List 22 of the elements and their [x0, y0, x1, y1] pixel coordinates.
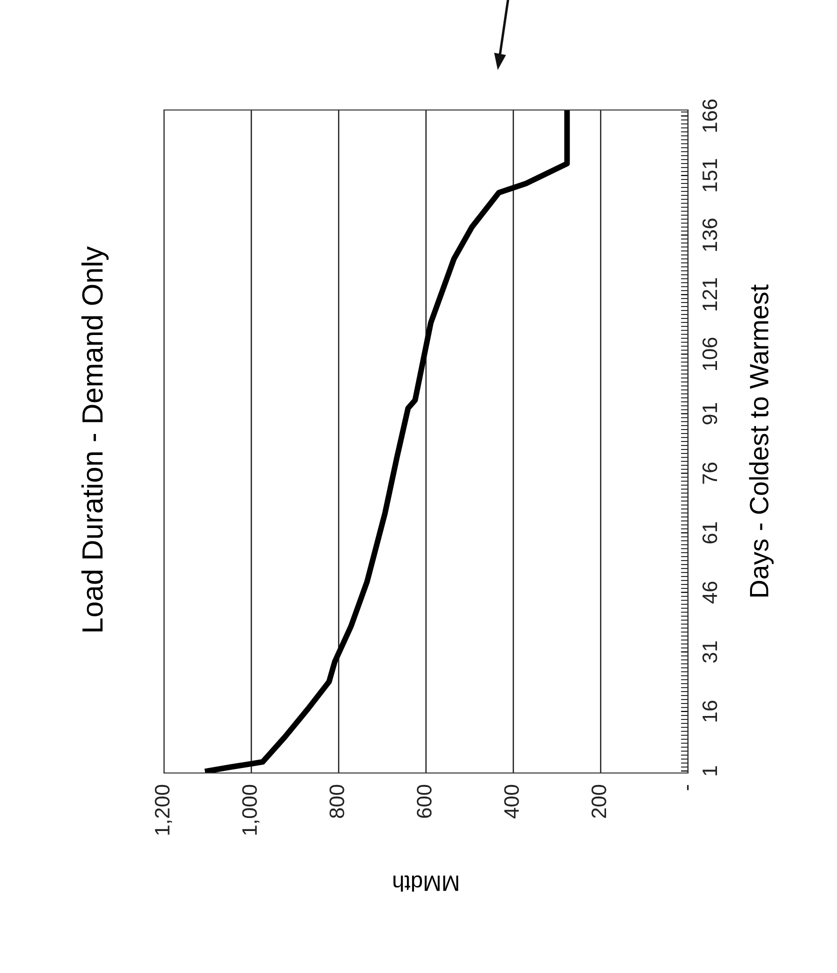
- x-tick-label: 200: [592, 784, 606, 818]
- x-tick-label: -: [687, 785, 689, 790]
- y-tick-label: 16: [702, 700, 718, 722]
- y-tick-label: 1: [702, 766, 717, 776]
- x-axis-title: MMdth: [393, 875, 458, 892]
- x-tick-label: 600: [416, 784, 432, 818]
- y-tick-label: 31: [702, 641, 718, 663]
- x-tick-label: 1,000: [242, 784, 260, 835]
- y-tick-label: 46: [702, 582, 718, 604]
- x-tick-label: 400: [504, 784, 519, 818]
- y-tick-label: 166: [702, 99, 718, 132]
- y-tick-label: 151: [702, 159, 718, 192]
- y-tick-label: 121: [702, 278, 717, 310]
- y-tick-label: 76: [702, 462, 718, 484]
- y-tick-label: 91: [702, 403, 718, 424]
- x-tick-label: 800: [330, 784, 344, 818]
- y-tick-label: 106: [702, 338, 718, 370]
- y-tick-label: 136: [702, 218, 718, 251]
- text: Load Duration - Demand Only: [81, 246, 109, 632]
- x-tick-label: 1,200: [154, 784, 172, 835]
- y-tick-label: 61: [702, 522, 718, 544]
- y-axis-title: Days - Coldest to Warmest: [749, 284, 774, 596]
